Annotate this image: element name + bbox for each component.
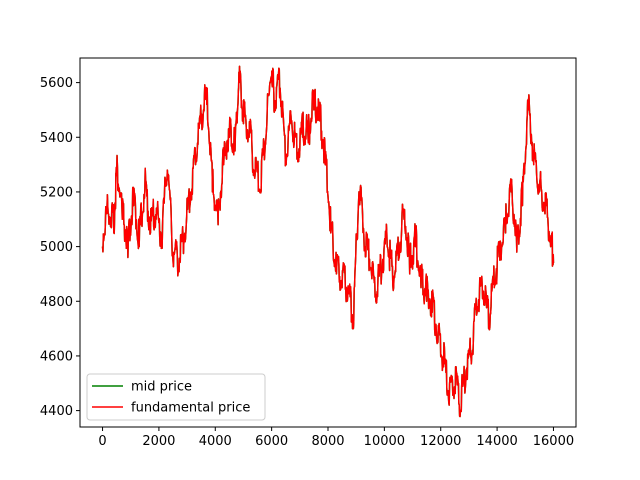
x-tick-label: 12000 [420,434,461,449]
x-tick-label: 2000 [142,434,175,449]
x-tick-label: 4000 [199,434,232,449]
axes-frame [79,57,577,428]
x-tick-label: 10000 [364,434,405,449]
axis-ticks: 0 2000 4000 6000 8000 10000 12000 14000 16000 440… [40,76,574,449]
series-line-mid-price [101,65,555,418]
x-tick-label: 6000 [255,434,288,449]
y-tick-label: 5000 [40,240,73,255]
legend: mid price fundamental price [86,373,266,421]
y-tick-label: 5400 [40,131,73,146]
x-tick-label: 8000 [311,434,344,449]
series-layer [101,65,555,418]
x-tick-label: 16000 [533,434,574,449]
y-tick-label: 5200 [40,185,73,200]
legend-label-fundamental-price: fundamental price [131,401,250,416]
series-line-fundamental-price [101,65,555,418]
y-tick-label: 4800 [40,295,73,310]
legend-label-mid-price: mid price [131,380,192,395]
y-tick-label: 4600 [40,349,73,364]
plot-area [79,57,577,428]
legend-box [86,373,266,421]
y-tick-label: 4400 [40,404,73,419]
x-tick-label: 0 [98,434,106,449]
y-tick-label: 5600 [40,76,73,91]
x-tick-label: 14000 [476,434,517,449]
